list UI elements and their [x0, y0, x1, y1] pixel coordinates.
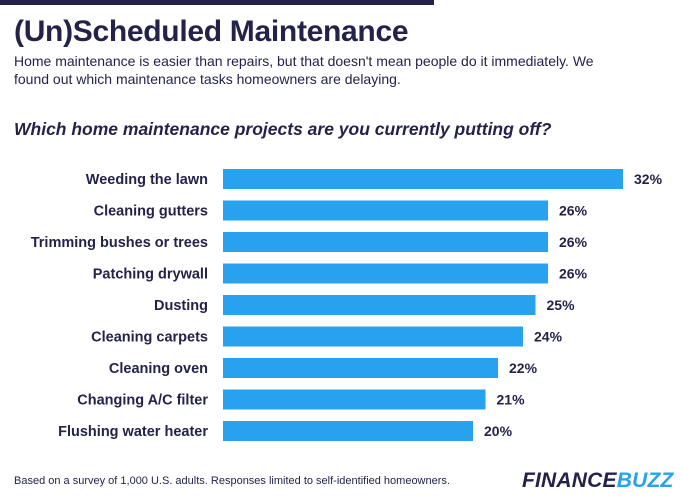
value-label: 22%	[509, 360, 538, 376]
category-label: Cleaning carpets	[91, 330, 208, 346]
value-label: 20%	[484, 423, 513, 439]
bar	[223, 295, 536, 315]
value-label: 21%	[497, 392, 526, 408]
page-subtitle: Home maintenance is easier than repairs,…	[14, 53, 594, 87]
value-label: 24%	[534, 329, 563, 345]
value-label: 26%	[559, 234, 588, 250]
logo-text-finance: FINANCE	[522, 469, 617, 492]
category-label: Dusting	[154, 298, 208, 314]
bar	[223, 421, 473, 441]
value-label: 32%	[634, 171, 663, 187]
value-label: 26%	[559, 266, 588, 282]
category-label: Trimming bushes or trees	[31, 235, 208, 251]
bar	[223, 232, 548, 252]
category-label: Patching drywall	[93, 267, 208, 283]
bar	[223, 389, 486, 410]
category-label: Flushing water heater	[58, 424, 208, 440]
category-label: Changing A/C filter	[77, 393, 208, 409]
survey-footnote: Based on a survey of 1,000 U.S. adults. …	[14, 475, 450, 487]
category-label: Weeding the lawn	[86, 172, 208, 188]
page-title: (Un)Scheduled Maintenance	[14, 15, 409, 48]
bar	[223, 358, 498, 378]
bar	[223, 200, 548, 221]
bar	[223, 263, 548, 284]
chart-title: Which home maintenance projects are you …	[14, 119, 552, 139]
bar	[223, 169, 623, 189]
logo-text-buzz: BUZZ	[616, 469, 674, 492]
top-accent-rule	[0, 0, 434, 5]
bar	[223, 326, 523, 347]
value-label: 25%	[547, 297, 576, 313]
category-label: Cleaning gutters	[94, 204, 208, 220]
category-label: Cleaning oven	[109, 361, 208, 377]
value-label: 26%	[559, 203, 588, 219]
financebuzz-logo: FINANCEBUZZ	[522, 468, 674, 494]
